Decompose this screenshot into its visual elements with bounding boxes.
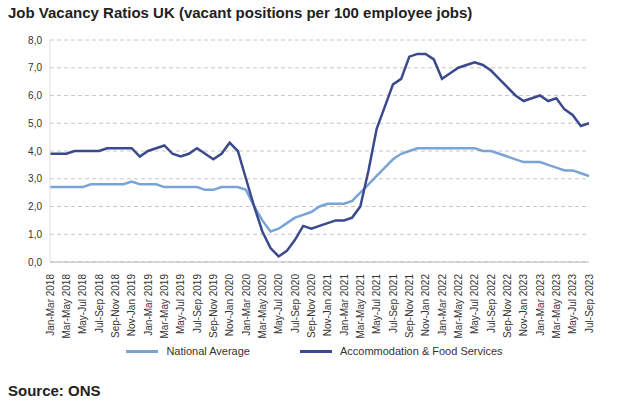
svg-text:6,0: 6,0	[28, 90, 42, 101]
svg-text:Jan-Mar 2018: Jan-Mar 2018	[45, 274, 56, 336]
svg-text:May-Jul 2022: May-Jul 2022	[469, 274, 480, 334]
svg-text:3,0: 3,0	[28, 173, 42, 184]
svg-text:Jan-Mar 2021: Jan-Mar 2021	[339, 274, 350, 336]
svg-text:Jul-Sep 2021: Jul-Sep 2021	[388, 274, 399, 333]
svg-text:May-Jul 2019: May-Jul 2019	[175, 274, 186, 334]
svg-text:1,0: 1,0	[28, 229, 42, 240]
svg-text:May-Jul 2018: May-Jul 2018	[77, 274, 88, 334]
svg-text:May-Jul 2020: May-Jul 2020	[273, 274, 284, 334]
svg-text:Jan-Mar 2023: Jan-Mar 2023	[535, 274, 546, 336]
svg-text:Mar-May 2021: Mar-May 2021	[355, 274, 366, 339]
html-text:Source: ONS: Source: ONS	[8, 382, 101, 399]
svg-text:Jul-Sep 2018: Jul-Sep 2018	[94, 274, 105, 333]
svg-text:Nov-Jan 2019: Nov-Jan 2019	[126, 274, 137, 337]
svg-text:Jul-Sep 2020: Jul-Sep 2020	[290, 274, 301, 333]
svg-text:Jan-Mar 2022: Jan-Mar 2022	[437, 274, 448, 336]
svg-text:Nov-Jan 2022: Nov-Jan 2022	[420, 274, 431, 337]
svg-text:Mar-May 2019: Mar-May 2019	[159, 274, 170, 339]
svg-text:Sep-Nov 2022: Sep-Nov 2022	[502, 274, 513, 338]
svg-text:Sep-Nov 2020: Sep-Nov 2020	[306, 274, 317, 338]
html-text:National Average: National Average	[166, 345, 250, 357]
svg-text:Jul-Sep 2019: Jul-Sep 2019	[192, 274, 203, 333]
html-text:Job Vacancy Ratios UK (vacant: Job Vacancy Ratios UK (vacant positions …	[8, 4, 473, 21]
svg-text:5,0: 5,0	[28, 118, 42, 129]
svg-text:8,0: 8,0	[28, 35, 42, 46]
svg-text:Sep-Nov 2019: Sep-Nov 2019	[208, 274, 219, 338]
svg-text:Jan-Mar 2019: Jan-Mar 2019	[143, 274, 154, 336]
svg-text:May-Jul 2023: May-Jul 2023	[567, 274, 578, 334]
svg-text:Mar-May 2020: Mar-May 2020	[257, 274, 268, 339]
html-text:Accommodation & Food Services: Accommodation & Food Services	[340, 345, 503, 357]
svg-text:Nov-Jan 2021: Nov-Jan 2021	[322, 274, 333, 337]
svg-text:Mar-May 2023: Mar-May 2023	[551, 274, 562, 339]
svg-text:2,0: 2,0	[28, 201, 42, 212]
svg-text:Jul-Sep 2023: Jul-Sep 2023	[584, 274, 595, 333]
svg-text:Nov-Jan 2023: Nov-Jan 2023	[518, 274, 529, 337]
svg-text:Mar-May 2018: Mar-May 2018	[61, 274, 72, 339]
svg-text:Jan-Mar 2020: Jan-Mar 2020	[241, 274, 252, 336]
svg-text:4,0: 4,0	[28, 146, 42, 157]
svg-text:Sep-Nov 2018: Sep-Nov 2018	[110, 274, 121, 338]
svg-text:7,0: 7,0	[28, 62, 42, 73]
svg-text:Nov-Jan 2020: Nov-Jan 2020	[224, 274, 235, 337]
svg-text:Jul-Sep 2022: Jul-Sep 2022	[486, 274, 497, 333]
svg-text:May-Jul 2021: May-Jul 2021	[371, 274, 382, 334]
svg-text:Sep-Nov 2021: Sep-Nov 2021	[404, 274, 415, 338]
svg-text:Mar-May 2022: Mar-May 2022	[453, 274, 464, 339]
svg-text:0,0: 0,0	[28, 257, 42, 268]
